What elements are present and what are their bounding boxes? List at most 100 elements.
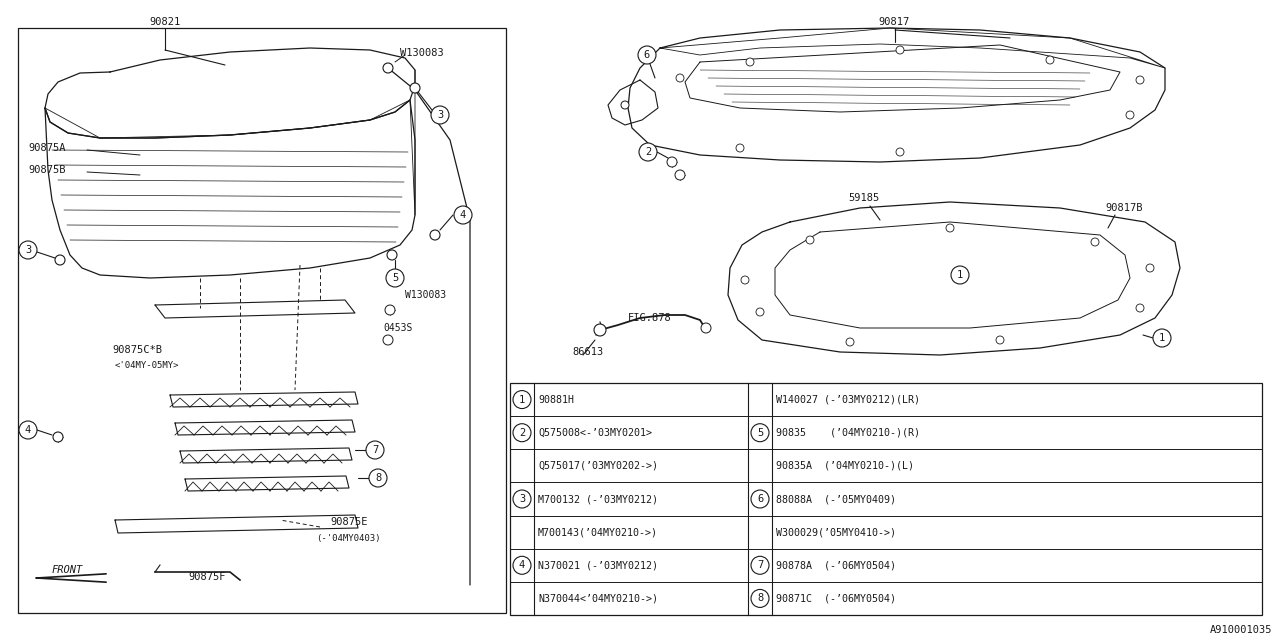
Text: W130083: W130083 bbox=[399, 48, 444, 58]
Text: N370021 (-’03MY0212): N370021 (-’03MY0212) bbox=[538, 560, 658, 570]
Text: 3: 3 bbox=[24, 245, 31, 255]
Text: 90817: 90817 bbox=[878, 17, 909, 27]
Circle shape bbox=[896, 148, 904, 156]
Circle shape bbox=[513, 424, 531, 442]
Text: 90835A  (’04MY0210-)(L): 90835A (’04MY0210-)(L) bbox=[776, 461, 914, 471]
Circle shape bbox=[1091, 238, 1100, 246]
Circle shape bbox=[19, 421, 37, 439]
Text: 6: 6 bbox=[644, 50, 650, 60]
Circle shape bbox=[19, 241, 37, 259]
Text: 4: 4 bbox=[518, 560, 525, 570]
Text: 8: 8 bbox=[375, 473, 381, 483]
Text: FRONT: FRONT bbox=[52, 565, 83, 575]
Circle shape bbox=[383, 63, 393, 73]
Circle shape bbox=[751, 424, 769, 442]
Text: 5: 5 bbox=[756, 428, 763, 438]
Circle shape bbox=[736, 144, 744, 152]
Circle shape bbox=[751, 556, 769, 574]
Circle shape bbox=[369, 469, 387, 487]
Text: 90821: 90821 bbox=[150, 17, 180, 27]
Text: W300029(’05MY0410->): W300029(’05MY0410->) bbox=[776, 527, 896, 537]
Circle shape bbox=[1137, 304, 1144, 312]
Circle shape bbox=[676, 74, 684, 82]
Circle shape bbox=[675, 170, 685, 180]
Text: 90835    (’04MY0210-)(R): 90835 (’04MY0210-)(R) bbox=[776, 428, 920, 438]
Circle shape bbox=[751, 589, 769, 607]
Circle shape bbox=[996, 336, 1004, 344]
Circle shape bbox=[741, 276, 749, 284]
Circle shape bbox=[410, 83, 420, 93]
Text: 90875E: 90875E bbox=[330, 517, 367, 527]
Text: W130083: W130083 bbox=[404, 290, 447, 300]
Text: M700132 (-’03MY0212): M700132 (-’03MY0212) bbox=[538, 494, 658, 504]
Text: Q575017(’03MY0202->): Q575017(’03MY0202->) bbox=[538, 461, 658, 471]
Text: 90875B: 90875B bbox=[28, 165, 65, 175]
Circle shape bbox=[431, 106, 449, 124]
Text: FIG.878: FIG.878 bbox=[628, 313, 672, 323]
Circle shape bbox=[1146, 264, 1155, 272]
Circle shape bbox=[756, 308, 764, 316]
Text: 4: 4 bbox=[24, 425, 31, 435]
Text: 2: 2 bbox=[645, 147, 652, 157]
Circle shape bbox=[513, 390, 531, 408]
Circle shape bbox=[1046, 56, 1053, 64]
Circle shape bbox=[387, 269, 404, 287]
Circle shape bbox=[387, 250, 397, 260]
Circle shape bbox=[621, 101, 628, 109]
Circle shape bbox=[946, 224, 954, 232]
Circle shape bbox=[513, 490, 531, 508]
Bar bbox=[509, 383, 1262, 615]
Circle shape bbox=[639, 143, 657, 161]
Circle shape bbox=[430, 230, 440, 240]
Text: 86613: 86613 bbox=[572, 347, 603, 357]
Text: 2: 2 bbox=[518, 428, 525, 438]
Circle shape bbox=[701, 323, 710, 333]
Text: 6: 6 bbox=[756, 494, 763, 504]
Text: 90871C  (-’06MY0504): 90871C (-’06MY0504) bbox=[776, 593, 896, 604]
Text: 90875C*B: 90875C*B bbox=[113, 345, 163, 355]
Text: 59185: 59185 bbox=[849, 193, 879, 203]
Text: 1: 1 bbox=[518, 395, 525, 404]
Text: 0453S: 0453S bbox=[383, 323, 412, 333]
Text: 3: 3 bbox=[436, 110, 443, 120]
Circle shape bbox=[951, 266, 969, 284]
Text: (-'04MY0403): (-'04MY0403) bbox=[316, 534, 380, 543]
Circle shape bbox=[55, 255, 65, 265]
Text: <'04MY-05MY>: <'04MY-05MY> bbox=[115, 360, 179, 369]
Circle shape bbox=[1137, 76, 1144, 84]
Text: 90878A  (-’06MY0504): 90878A (-’06MY0504) bbox=[776, 560, 896, 570]
Circle shape bbox=[52, 432, 63, 442]
Bar bbox=[18, 28, 506, 613]
Circle shape bbox=[806, 236, 814, 244]
Text: 88088A  (-’05MY0409): 88088A (-’05MY0409) bbox=[776, 494, 896, 504]
Circle shape bbox=[1153, 329, 1171, 347]
Circle shape bbox=[667, 157, 677, 167]
Text: 1: 1 bbox=[1158, 333, 1165, 343]
Text: M700143(’04MY0210->): M700143(’04MY0210->) bbox=[538, 527, 658, 537]
Text: 7: 7 bbox=[372, 445, 378, 455]
Text: W140027 (-’03MY0212)(LR): W140027 (-’03MY0212)(LR) bbox=[776, 395, 920, 404]
Circle shape bbox=[846, 338, 854, 346]
Circle shape bbox=[513, 556, 531, 574]
Circle shape bbox=[385, 305, 396, 315]
Text: 3: 3 bbox=[518, 494, 525, 504]
Text: 8: 8 bbox=[756, 593, 763, 604]
Circle shape bbox=[454, 206, 472, 224]
Circle shape bbox=[896, 46, 904, 54]
Circle shape bbox=[1126, 111, 1134, 119]
Text: A910001035: A910001035 bbox=[1210, 625, 1272, 635]
Circle shape bbox=[751, 490, 769, 508]
Circle shape bbox=[383, 335, 393, 345]
Text: 90875A: 90875A bbox=[28, 143, 65, 153]
Text: 90817B: 90817B bbox=[1105, 203, 1143, 213]
Circle shape bbox=[366, 441, 384, 459]
Text: Q575008<-’03MY0201>: Q575008<-’03MY0201> bbox=[538, 428, 652, 438]
Text: 90881H: 90881H bbox=[538, 395, 573, 404]
Circle shape bbox=[637, 46, 657, 64]
Circle shape bbox=[746, 58, 754, 66]
Text: 90875F: 90875F bbox=[188, 572, 225, 582]
Text: 4: 4 bbox=[460, 210, 466, 220]
Circle shape bbox=[594, 324, 605, 336]
Text: 1: 1 bbox=[957, 270, 963, 280]
Text: N370044<’04MY0210->): N370044<’04MY0210->) bbox=[538, 593, 658, 604]
